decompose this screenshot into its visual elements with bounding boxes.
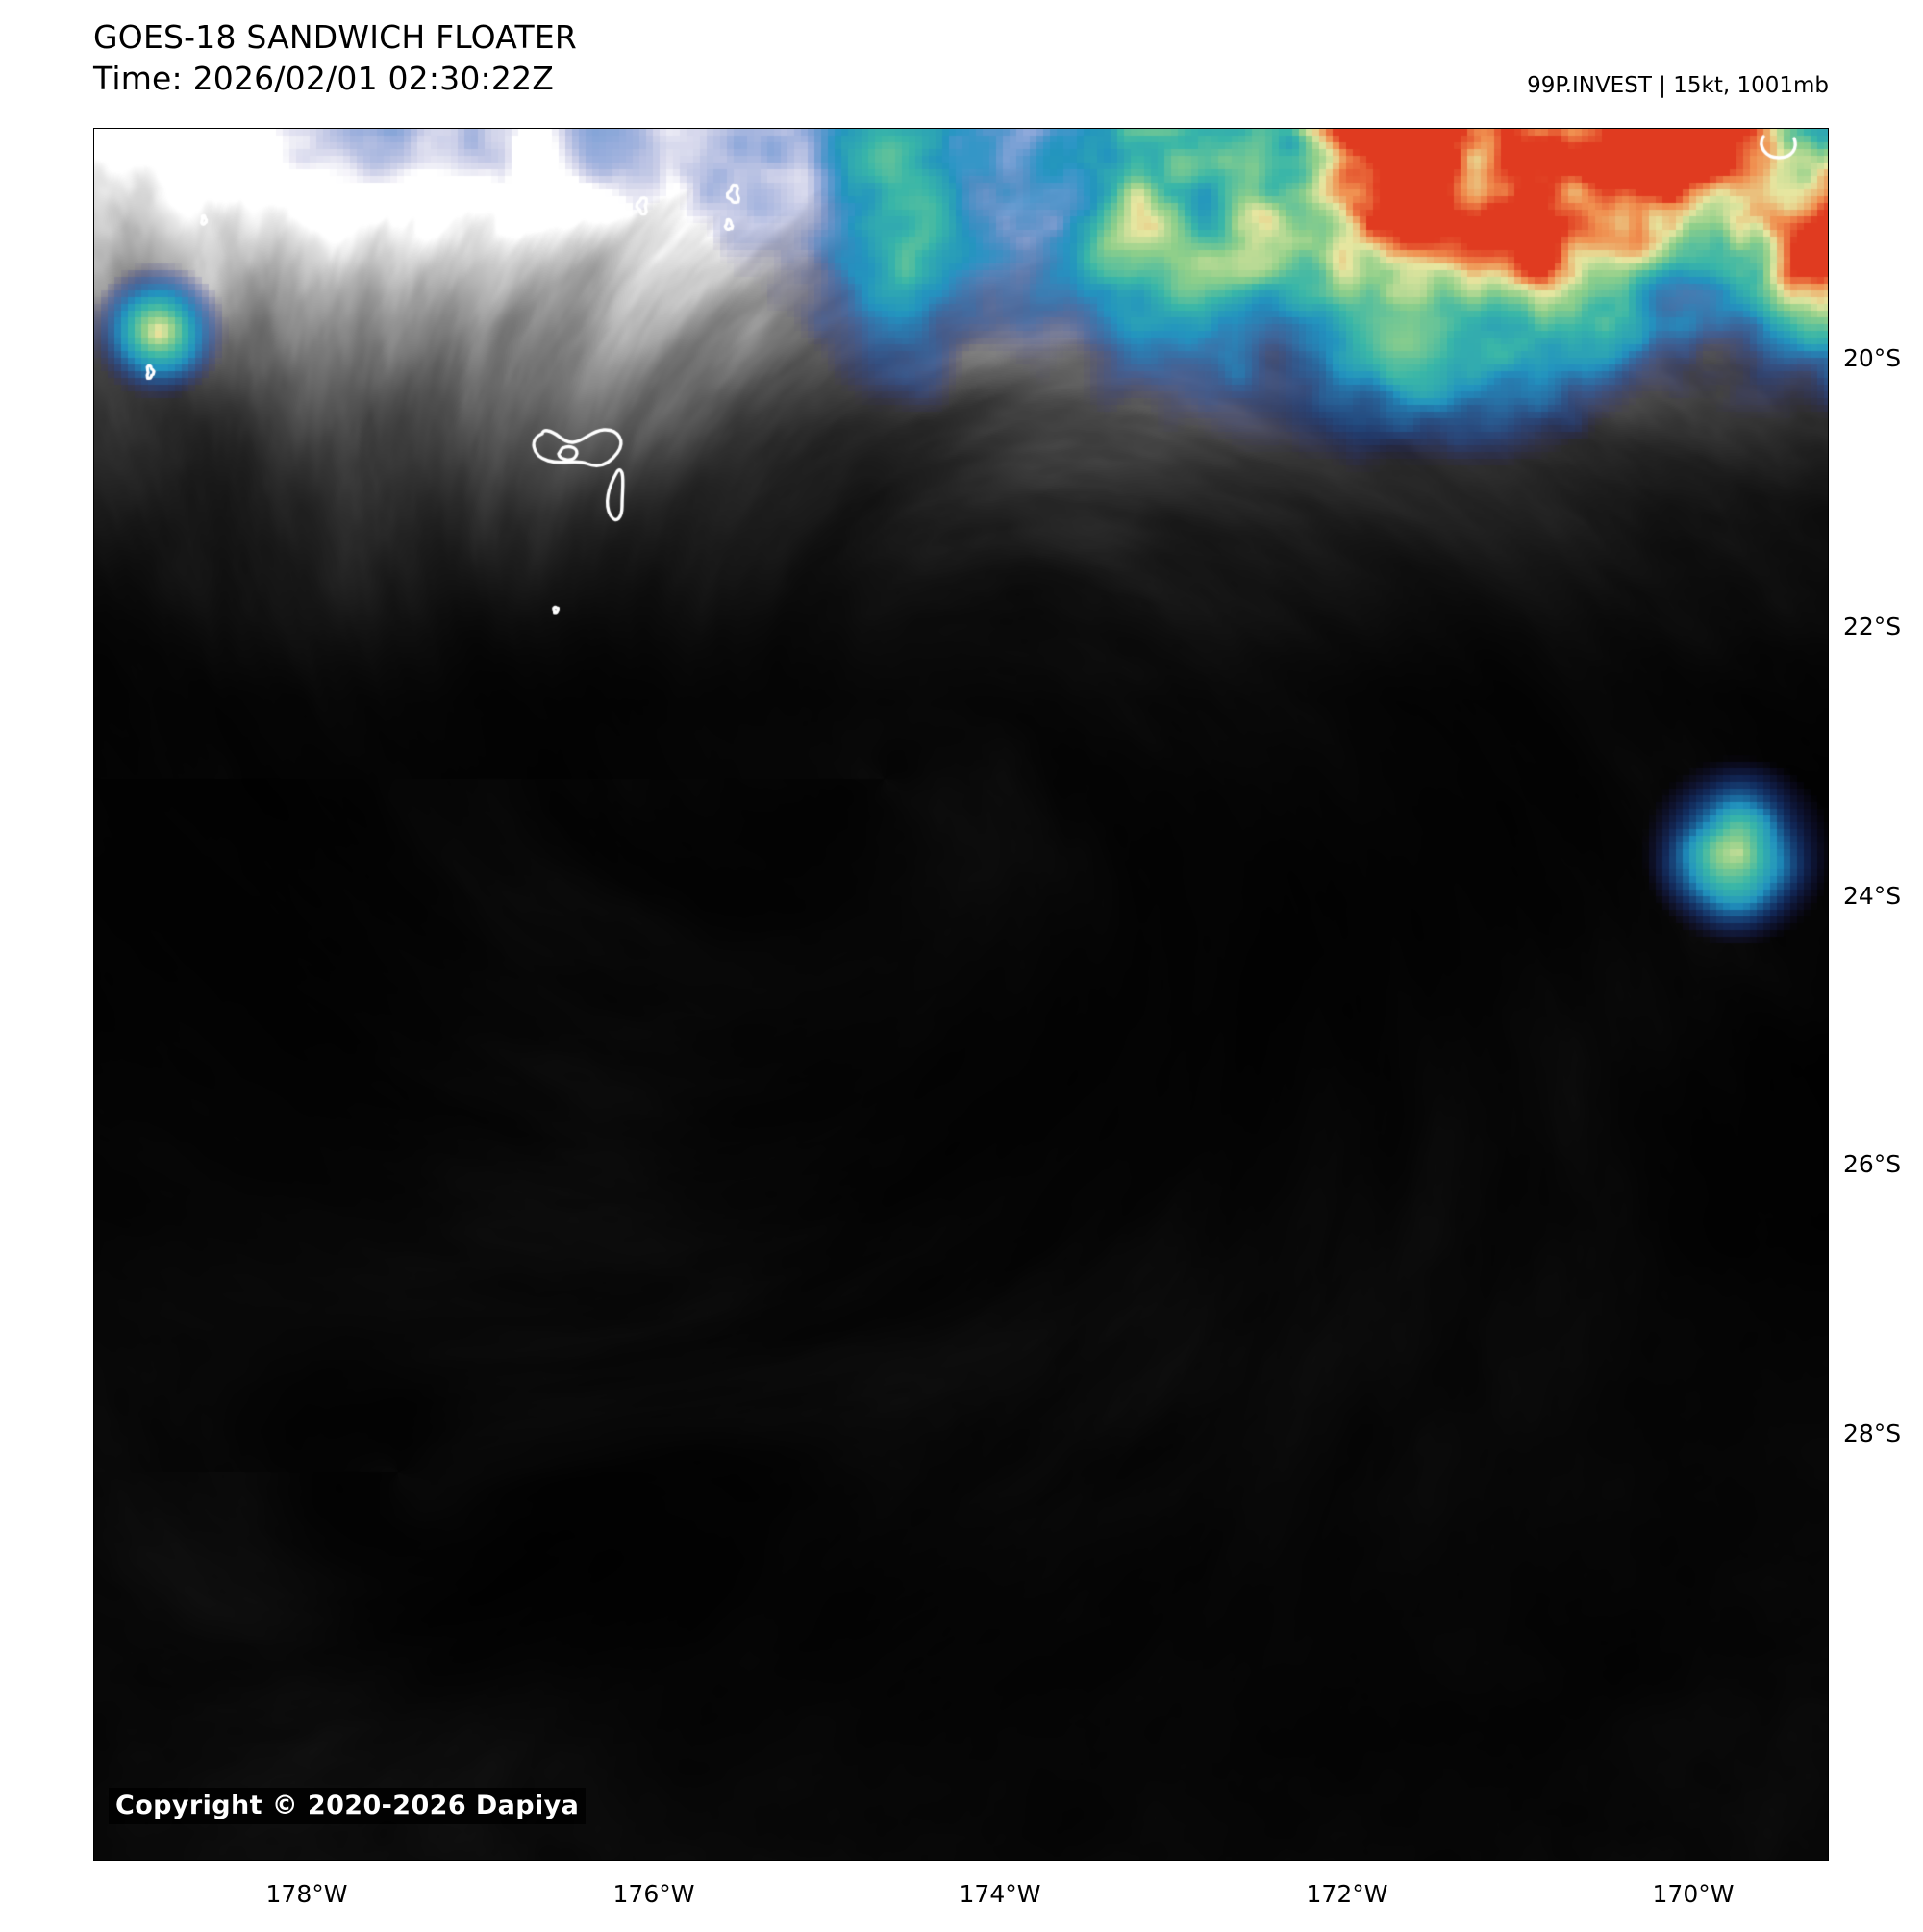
timestamp-label: Time: 2026/02/01 02:30:22Z: [93, 59, 555, 97]
lat-tick-label-right: 26°S: [1843, 1150, 1902, 1178]
lon-tick-label: 172°W: [1306, 1880, 1388, 1908]
lon-tick-label: 170°W: [1652, 1880, 1735, 1908]
lon-tick-label: 178°W: [265, 1880, 348, 1908]
satellite-imagery-canvas[interactable]: [94, 129, 1828, 1860]
storm-info-label: 99P.INVEST | 15kt, 1001mb: [1527, 73, 1829, 98]
copyright-watermark: Copyright © 2020-2026 Dapiya: [109, 1788, 587, 1824]
lat-tick-label-right: 22°S: [1843, 613, 1902, 640]
lat-tick-label-right: 24°S: [1843, 882, 1902, 910]
lat-tick-label-right: 28°S: [1843, 1419, 1902, 1447]
lat-tick-label-right: 20°S: [1843, 344, 1902, 372]
header-bar: GOES-18 SANDWICH FLOATER Time: 2026/02/0…: [0, 0, 1923, 128]
lon-tick-label: 176°W: [612, 1880, 695, 1908]
page-title: GOES-18 SANDWICH FLOATER: [93, 18, 578, 56]
lon-tick-label: 174°W: [959, 1880, 1041, 1908]
title-block: GOES-18 SANDWICH FLOATER Time: 2026/02/0…: [93, 17, 577, 100]
satellite-image-plot[interactable]: Copyright © 2020-2026 Dapiya: [93, 128, 1829, 1861]
